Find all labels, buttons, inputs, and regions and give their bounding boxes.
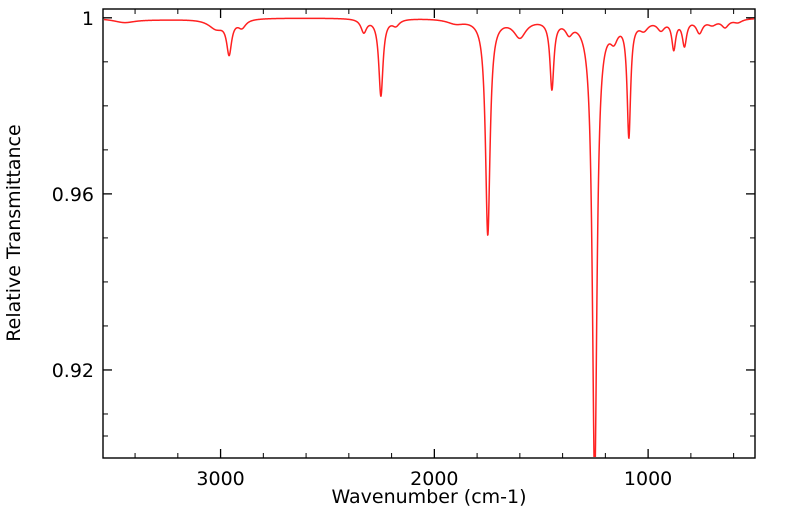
y-tick-label: 0.96 <box>52 184 94 206</box>
plot-border <box>102 8 756 459</box>
x-axis-ticks <box>134 9 735 458</box>
spectrum-trace <box>104 17 754 457</box>
y-axis-ticks <box>103 17 755 437</box>
y-tick-label: 1 <box>82 8 94 30</box>
y-axis-label: Relative Transmittance <box>3 124 25 341</box>
x-tick-label: 2000 <box>410 468 458 490</box>
y-axis-tick-labels: 1 0.96 0.92 <box>52 8 94 382</box>
x-tick-label: 1000 <box>624 468 672 490</box>
plot-clip-group <box>104 17 754 457</box>
x-axis-tick-labels: 3000 2000 1000 <box>196 468 672 490</box>
x-tick-label: 3000 <box>196 468 244 490</box>
plot-frame <box>102 8 756 459</box>
y-tick-label: 0.92 <box>52 360 94 382</box>
x-axis-label: Wavenumber (cm-1) <box>331 486 526 508</box>
